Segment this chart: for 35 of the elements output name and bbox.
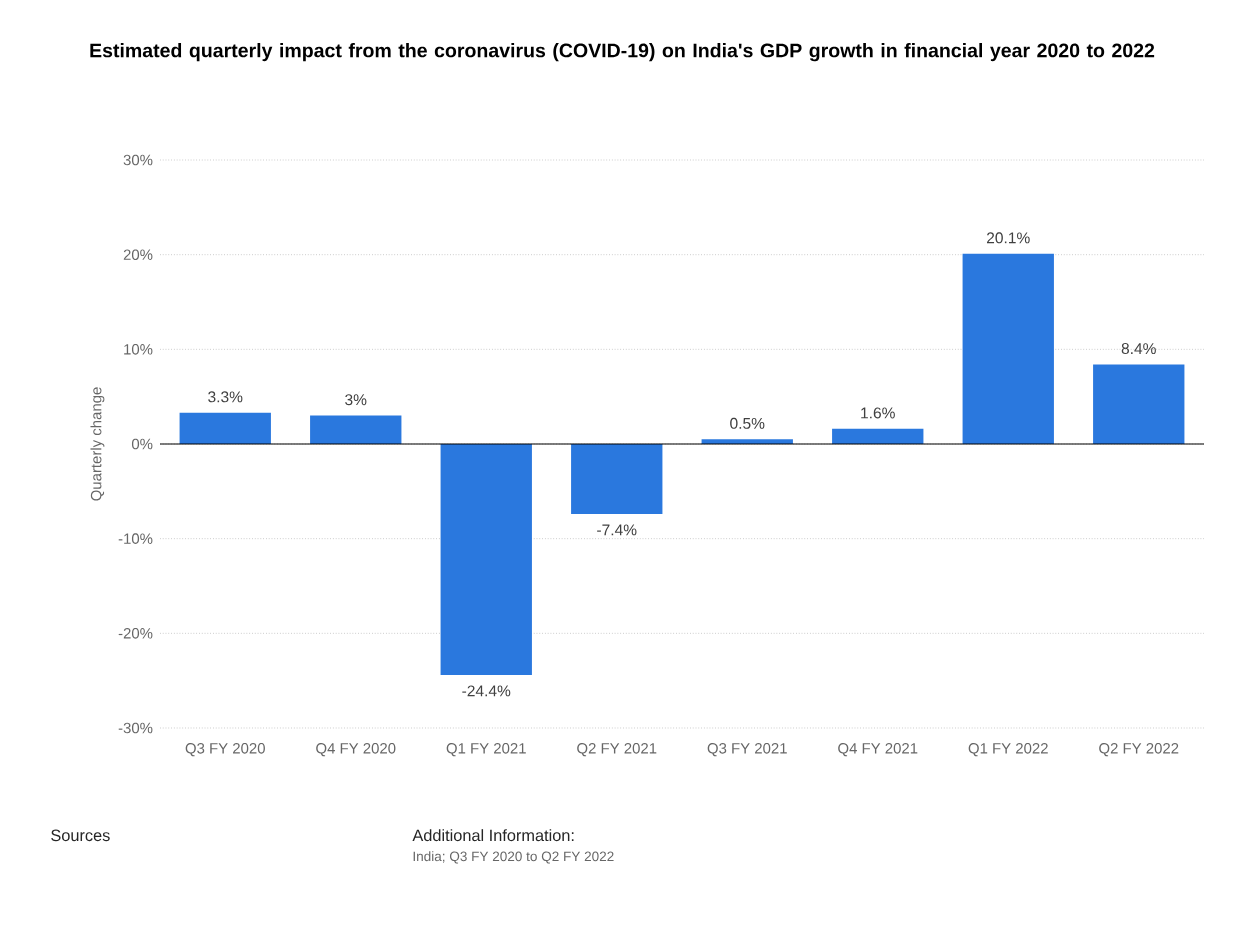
data-label: 8.4%: [1121, 343, 1156, 355]
y-tick-label: 0%: [131, 438, 153, 450]
bar: [310, 415, 402, 444]
y-tick-label: -30%: [118, 722, 153, 734]
text: Additional Information:: [412, 829, 574, 842]
y-tick-label: 30%: [123, 154, 153, 166]
text: Sources: [51, 829, 110, 842]
x-tick-label: Q3 FY 2020: [185, 743, 265, 757]
data-label: 3.3%: [208, 391, 243, 403]
text: India; Q3 FY 2020 to Q2 FY 2022: [413, 851, 614, 864]
bar: [179, 412, 271, 444]
x-tick-label: Q1 FY 2022: [968, 743, 1048, 757]
x-tick-label: Q1 FY 2021: [446, 743, 526, 757]
y-axis-title: Quarterly change: [90, 387, 105, 501]
data-label: 0.5%: [730, 417, 765, 429]
data-label: 3%: [345, 394, 367, 406]
y-tick-label: -10%: [118, 533, 153, 544]
bar: [1093, 364, 1185, 444]
x-tick-label: Q4 FY 2021: [838, 743, 918, 757]
data-label: 1.6%: [861, 407, 895, 419]
bar: [440, 444, 532, 675]
x-tick-label: Q2 FY 2022: [1099, 743, 1179, 757]
data-label: -7.4%: [597, 524, 637, 536]
x-tick-label: Q4 FY 2020: [316, 743, 396, 757]
bar: [832, 428, 924, 444]
bar: [571, 444, 663, 515]
y-tick-label: -20%: [118, 628, 153, 639]
x-tick-label: Q2 FY 2021: [577, 743, 657, 757]
data-label: 20.1%: [987, 232, 1030, 244]
x-tick-label: Q3 FY 2021: [707, 743, 787, 757]
chart-title: Estimated quarterly impact from the coronavirus (COVID-19) on India's GDP growth in financial year 2020 to 2022: [90, 43, 1155, 62]
y-tick-label: 20%: [123, 249, 153, 260]
bar: [962, 253, 1054, 444]
data-label: -24.4%: [462, 685, 511, 697]
y-tick-label: 10%: [124, 344, 153, 355]
